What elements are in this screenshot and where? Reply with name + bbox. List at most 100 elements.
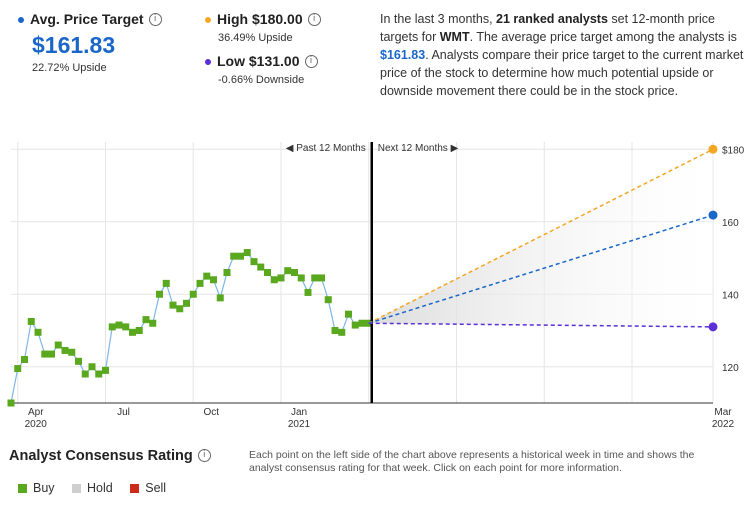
- rating-point-buy: [291, 269, 298, 276]
- legend-buy[interactable]: Buy: [18, 481, 55, 495]
- rating-point-buy: [75, 357, 82, 365]
- info-icon[interactable]: i: [307, 13, 321, 27]
- rating-point-buy: [162, 279, 170, 287]
- rating-point-buy: [324, 296, 332, 304]
- rating-note: Each point on the left side of the chart…: [249, 449, 695, 474]
- rating-point-buy: [156, 290, 163, 298]
- rating-point-buy: [183, 299, 190, 307]
- rating-point-buy: [34, 328, 42, 336]
- high-label: High $180.00: [217, 11, 303, 27]
- legend-sell[interactable]: Sell: [130, 481, 166, 495]
- rating-point-buy: [264, 269, 271, 276]
- avg-upside: 22.72% Upside: [32, 62, 107, 74]
- rating-point-buy: [311, 274, 319, 282]
- rating-point-buy: [270, 276, 278, 284]
- rating-point-buy: [88, 363, 96, 371]
- high-upside: 36.49% Upside: [218, 32, 293, 44]
- rating-point-buy: [257, 263, 265, 271]
- rating-point-buy: [169, 301, 177, 309]
- low-target-line: [368, 322, 714, 328]
- rating-point-buy: [189, 290, 197, 298]
- rating-point-buy: [250, 258, 258, 266]
- y-tick-label: $180: [722, 145, 745, 156]
- avg-target-dot: [708, 210, 718, 220]
- high-target-line: [368, 148, 714, 324]
- low-target-dot: [708, 322, 718, 332]
- rating-point-buy: [102, 366, 109, 374]
- x-tick-year: 2020: [25, 419, 48, 430]
- rating-point-buy: [210, 276, 217, 284]
- x-tick-label: Jan: [291, 407, 307, 418]
- info-icon[interactable]: i: [304, 55, 318, 69]
- y-tick-label: 120: [722, 363, 739, 374]
- low-dot: [205, 58, 211, 65]
- rating-point-buy: [21, 356, 28, 363]
- sell-swatch: [130, 484, 140, 494]
- rating-point-buy: [142, 316, 150, 324]
- chart-grid: [11, 142, 714, 404]
- buy-swatch: [18, 484, 27, 494]
- rating-legend: Buy Hold Sell: [18, 481, 166, 495]
- x-tick-label: Apr: [28, 407, 44, 418]
- rating-point-buy: [196, 279, 204, 287]
- rating-point-buy: [351, 321, 359, 329]
- rating-point-buy: [230, 252, 238, 260]
- price-target-description: In the last 3 months, 21 ranked analysts…: [380, 12, 744, 98]
- rating-point-buy: [277, 274, 285, 282]
- next-12-months-label: Next 12 Months ▶: [378, 143, 459, 154]
- rating-point-buy: [95, 370, 103, 378]
- x-tick-label: Oct: [203, 407, 219, 418]
- avg-price-target: Avg. Price Target i: [18, 11, 162, 29]
- rating-point-buy: [122, 323, 130, 331]
- rating-point-buy: [7, 399, 15, 407]
- rating-point-buy: [345, 310, 352, 318]
- low-label: Low $131.00: [217, 53, 300, 69]
- target-lines: [368, 144, 718, 332]
- rating-point-buy: [237, 252, 244, 260]
- rating-point-buy: [318, 274, 325, 282]
- x-tick-label: Mar: [714, 407, 732, 418]
- rating-point-buy: [358, 319, 366, 327]
- rating-point-buy: [338, 328, 346, 336]
- rating-point-buy: [68, 348, 76, 356]
- rating-point-buy: [129, 328, 136, 336]
- forecast-cone: [368, 149, 713, 327]
- rating-point-buy: [48, 350, 55, 358]
- high-dot: [205, 16, 211, 23]
- rating-point-buy: [284, 267, 292, 275]
- info-icon[interactable]: i: [197, 449, 211, 463]
- rating-title-row: Analyst Consensus Rating i: [9, 447, 211, 465]
- rating-point-buy: [61, 346, 69, 354]
- rating-point-buy: [223, 269, 231, 276]
- rating-title: Analyst Consensus Rating: [9, 448, 193, 464]
- legend-hold[interactable]: Hold: [72, 481, 113, 495]
- rating-point-buy: [81, 370, 89, 378]
- rating-point-buy: [176, 305, 184, 313]
- rating-point-buy: [203, 272, 211, 280]
- rating-point-buy: [41, 350, 49, 358]
- past-12-months-label: ◀ Past 12 Months: [286, 143, 366, 154]
- avg-label: Avg. Price Target: [30, 11, 144, 27]
- x-tick-year: 2022: [712, 419, 735, 430]
- rating-point-buy: [216, 294, 224, 302]
- time-divider: ◀ Past 12 Months Next 12 Months ▶: [286, 142, 459, 403]
- avg-dot: [18, 16, 24, 23]
- low-downside: -0.66% Downside: [218, 74, 305, 86]
- price-target-chart: ◀ Past 12 Months Next 12 Months ▶ 1201401…: [7, 142, 745, 430]
- x-tick-label: Jul: [117, 407, 130, 418]
- rating-point-buy: [135, 327, 143, 334]
- avg-value: $161.83: [32, 32, 116, 58]
- rating-point-buy: [331, 327, 339, 334]
- rating-point-buy: [14, 365, 22, 373]
- rating-point-buy: [115, 321, 123, 329]
- rating-point-buy: [27, 317, 35, 325]
- rating-point-buy: [297, 274, 305, 282]
- y-tick-label: 160: [722, 218, 739, 229]
- rating-point-buy: [108, 323, 116, 331]
- rating-point-buy: [149, 319, 157, 327]
- low-target: Low $131.00 i: [205, 53, 318, 71]
- rating-point-buy: [54, 341, 62, 349]
- info-icon[interactable]: i: [148, 13, 162, 27]
- forecast-area: [368, 149, 713, 327]
